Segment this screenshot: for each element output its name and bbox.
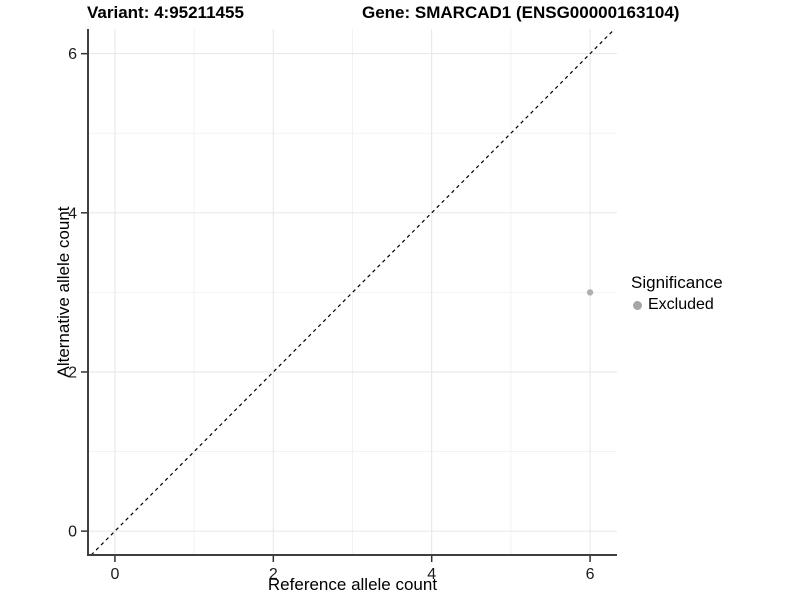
data-point [586, 289, 594, 296]
plot-title-variant: Variant: 4:95211455 [87, 3, 244, 22]
x-tick-label: 2 [269, 566, 278, 583]
legend: Significance Excluded [631, 273, 723, 314]
plot-title-gene: Gene: SMARCAD1 (ENSG00000163104) [362, 3, 680, 22]
x-axis-title: Reference allele count [267, 575, 438, 594]
x-tick-label: 6 [586, 566, 595, 583]
y-tick-label: 6 [68, 46, 77, 63]
legend-key-dot-icon [633, 300, 642, 310]
x-tick-label: 0 [110, 566, 119, 583]
y-axis-title: Alternative allele count [54, 206, 73, 378]
legend-item-excluded: Excluded [631, 296, 723, 314]
y-tick-label: 4 [68, 205, 77, 222]
identity-dashed-line [90, 28, 616, 556]
x-tick-label: 4 [427, 566, 436, 583]
y-tick-label: 2 [68, 364, 77, 381]
legend-item-label: Excluded [648, 296, 714, 313]
legend-title: Significance [631, 273, 723, 292]
y-tick-label: 0 [68, 524, 77, 541]
